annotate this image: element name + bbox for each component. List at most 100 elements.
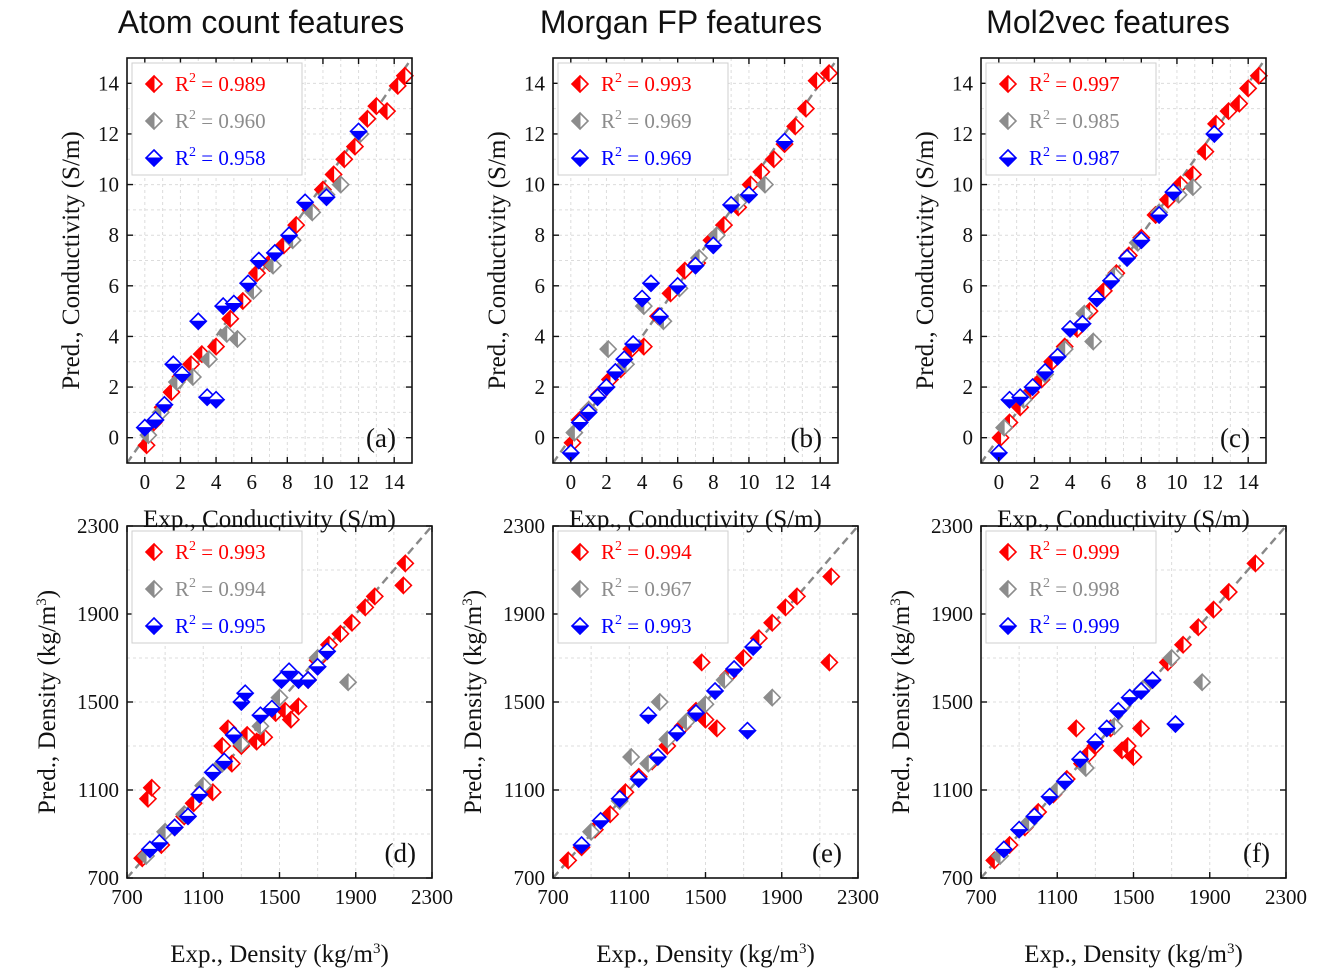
data-point-fill (218, 324, 228, 344)
y-axis-label: Pred., Density (kg/m3) (888, 590, 915, 814)
data-point (317, 642, 337, 661)
panel-letter: (d) (385, 838, 416, 868)
x-tick-label: 1900 (1189, 885, 1231, 909)
data-point-fill (396, 66, 406, 85)
data-point-fill (1087, 297, 1106, 308)
data-point (622, 747, 641, 767)
legend-entry: R2 = 0.994 (175, 576, 266, 601)
data-point (1010, 388, 1030, 407)
y-tick-label: 6 (963, 274, 974, 298)
data-point-fill (264, 256, 274, 275)
data-point-fill (140, 848, 160, 859)
data-point (715, 670, 734, 690)
data-point (262, 699, 282, 718)
legend-entry: R2 = 0.987 (1029, 145, 1120, 170)
data-point-fill (213, 305, 233, 315)
data-point (235, 684, 255, 703)
data-point (377, 101, 397, 121)
data-point-fill (1250, 66, 1260, 85)
legend-marker-fill (571, 579, 581, 599)
data-point-fill (1159, 190, 1169, 209)
legend: R2 = 0.993 R2 = 0.994 R2 = 0.995 (131, 530, 303, 644)
data-point-fill (289, 697, 300, 716)
legend-marker (570, 579, 590, 599)
x-tick-label: 14 (1238, 470, 1260, 494)
data-point-fill (249, 260, 269, 270)
data-point-fill (588, 396, 607, 406)
data-point-fill (1164, 191, 1183, 201)
data-point (155, 395, 174, 414)
data-point-fill (1009, 829, 1029, 839)
series-test (572, 637, 763, 855)
data-point (570, 413, 589, 432)
data-point-fill (1124, 747, 1134, 767)
x-tick-label: 6 (672, 470, 683, 494)
legend: R2 = 0.989 R2 = 0.960 R2 = 0.958 (131, 62, 303, 176)
data-point (1173, 635, 1193, 655)
data-point-fill (1149, 214, 1169, 224)
data-point-fill (248, 263, 258, 283)
data-point (764, 150, 784, 169)
x-tick-label: 8 (708, 470, 719, 494)
data-point (388, 76, 407, 96)
legend-marker-fill (999, 579, 1009, 599)
data-point (396, 554, 415, 573)
data-point-fill (752, 162, 762, 182)
x-tick-label: 1100 (609, 885, 650, 909)
data-point (994, 840, 1014, 859)
data-point (776, 598, 795, 617)
data-point (190, 785, 209, 804)
y-axis-label: Pred., Density (kg/m3) (460, 590, 487, 814)
legend-marker-fill (144, 625, 164, 635)
data-point (1109, 701, 1128, 720)
x-tick-label: 2 (601, 470, 612, 494)
data-point-fill (366, 587, 376, 606)
data-point-fill (561, 452, 581, 462)
data-point (1132, 231, 1151, 250)
x-tick-label: 1900 (335, 885, 377, 909)
series-test (994, 670, 1185, 859)
data-point-fill (394, 576, 404, 595)
data-point-fill (724, 668, 744, 678)
data-point-fill (203, 771, 222, 782)
y-tick-label: 14 (952, 71, 974, 95)
data-point-fill (622, 747, 632, 767)
data-point-fill (287, 215, 297, 235)
data-point-fill (648, 756, 668, 766)
legend-marker (998, 616, 1018, 636)
legend-marker (998, 542, 1018, 562)
series-test (561, 132, 794, 463)
data-point-fill (182, 355, 192, 374)
x-tick-label: 6 (246, 470, 257, 494)
data-point (786, 117, 805, 136)
legend-entry: R2 = 0.993 (175, 539, 266, 564)
data-point-fill (650, 315, 670, 325)
y-axis-label: Pred., Conductivity (S/m) (58, 131, 85, 389)
plot-frame (552, 57, 839, 464)
y-tick-label: 0 (535, 426, 546, 450)
x-tick-label: 12 (774, 470, 795, 494)
x-tick-label: 12 (1202, 470, 1223, 494)
data-point (303, 203, 322, 222)
data-point-fill (599, 339, 609, 359)
legend-marker-fill (570, 625, 590, 635)
data-point-fill (705, 690, 725, 700)
data-point-fill (224, 734, 243, 744)
legend-marker (144, 616, 164, 636)
panel-letter: (e) (812, 838, 842, 868)
y-tick-label: 2300 (77, 514, 119, 538)
data-point-fill (715, 215, 725, 235)
y-tick-label: 10 (524, 173, 545, 197)
data-point (199, 350, 219, 369)
x-tick-label: 2300 (837, 885, 879, 909)
data-point-fill (200, 350, 210, 369)
data-point-fill (1246, 554, 1256, 573)
data-point (165, 818, 184, 837)
x-tick-label: 2 (1029, 470, 1040, 494)
data-point (279, 226, 299, 245)
data-point (1117, 248, 1137, 268)
data-point-fill (639, 754, 649, 773)
data-point (707, 719, 727, 738)
data-point-fill (686, 712, 706, 722)
data-point-fill (1189, 617, 1199, 637)
